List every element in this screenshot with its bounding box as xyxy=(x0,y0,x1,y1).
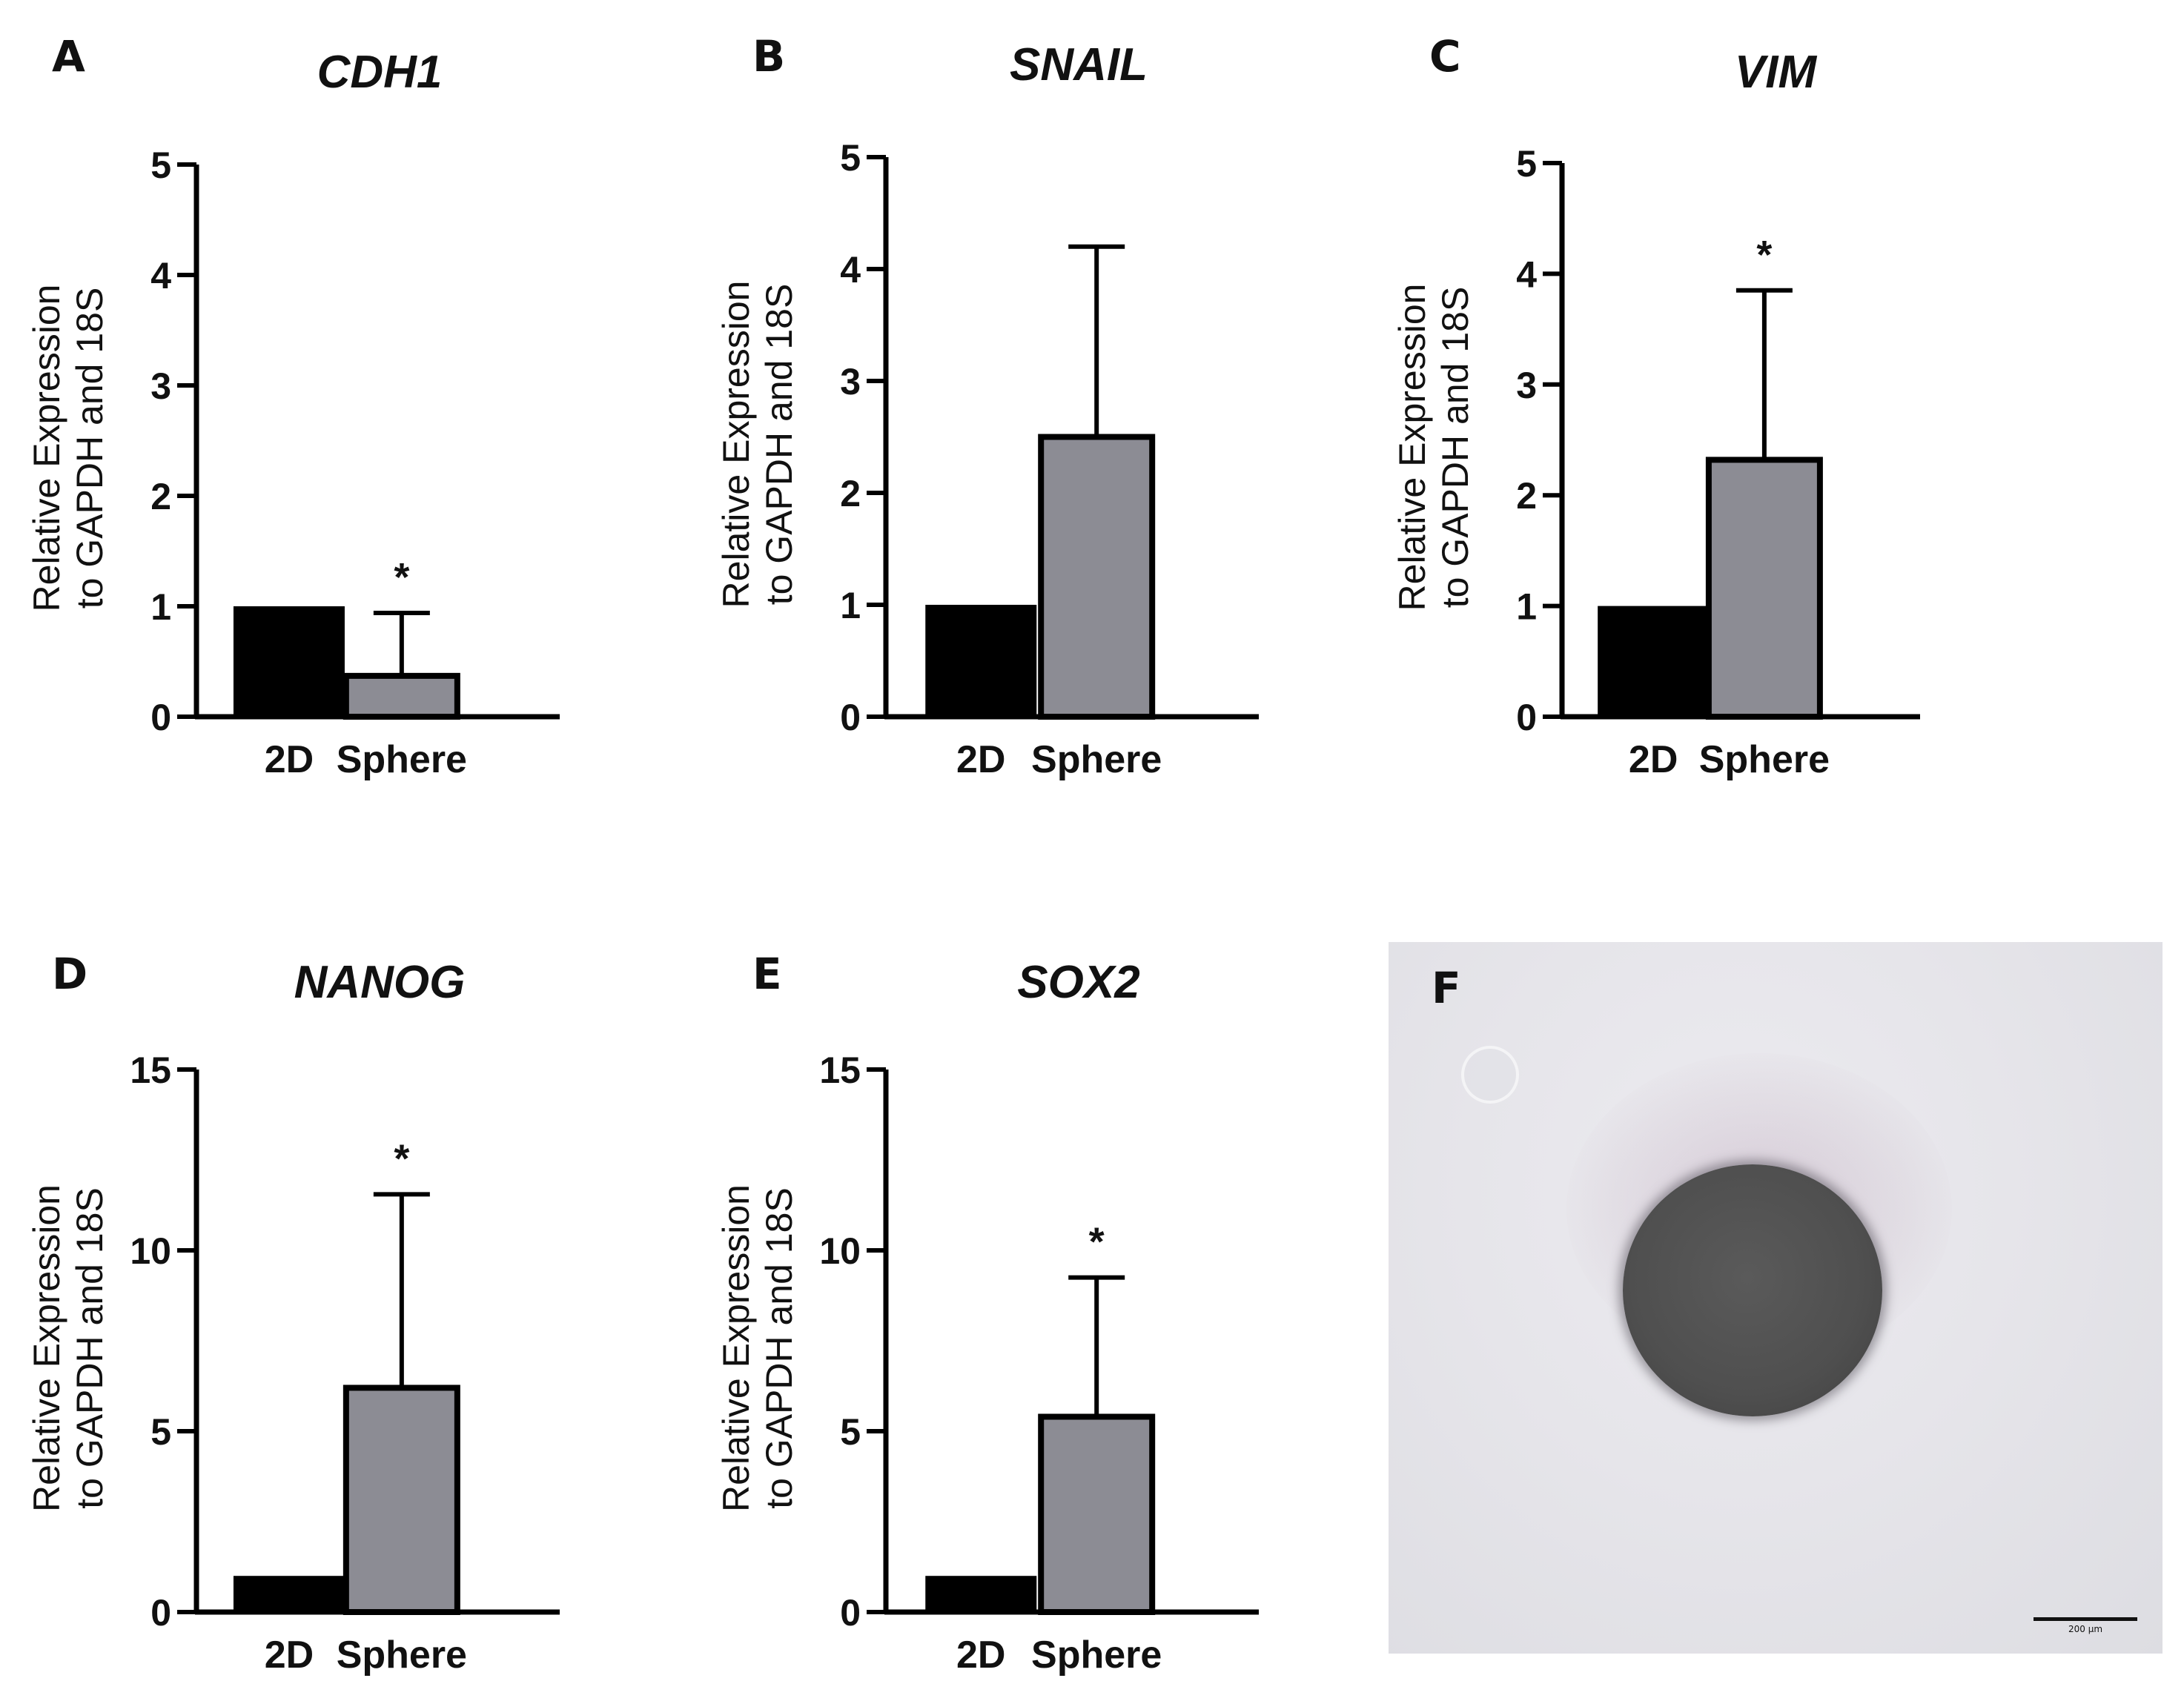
y-tick-label: 4 xyxy=(1516,253,1537,295)
panel-letter-a: A xyxy=(52,31,85,82)
y-axis-label-line: Relative Expression xyxy=(715,281,757,609)
y-tick-label: 5 xyxy=(150,145,171,186)
x-tick-label: Sphere xyxy=(337,738,467,781)
panel-letter-e: E xyxy=(752,949,782,999)
x-tick-label: 2D xyxy=(956,1634,1005,1677)
y-tick-label: 15 xyxy=(819,1050,861,1091)
y-tick-label: 3 xyxy=(150,365,171,407)
sphere-cell-cluster xyxy=(1623,1164,1882,1416)
y-axis-label-line: Relative Expression xyxy=(26,285,67,612)
y-axis-label: Relative Expression to GAPDH and 18S xyxy=(715,281,800,609)
y-tick-label: 0 xyxy=(150,1592,171,1634)
y-tick-label: 5 xyxy=(840,137,861,179)
chart-title-a: CDH1 xyxy=(317,47,443,98)
x-tick-label: Sphere xyxy=(1031,738,1162,781)
y-axis-label: Relative Expression to GAPDH and 18S xyxy=(26,1184,110,1512)
significance-marker: * xyxy=(1756,233,1772,277)
micrograph-bubble xyxy=(1461,1046,1519,1104)
significance-marker: * xyxy=(394,555,409,600)
y-axis-label-line: to GAPDH and 18S xyxy=(69,1187,110,1509)
panel-letter-f: F xyxy=(1432,963,1461,1013)
y-tick-label: 0 xyxy=(840,1592,861,1634)
chart-title-e: SOX2 xyxy=(1017,957,1140,1008)
chart-title-d: NANOG xyxy=(294,957,466,1008)
y-axis-label-line: to GAPDH and 18S xyxy=(69,288,110,609)
x-tick-label: 2D xyxy=(265,1634,314,1677)
chart-title-c: VIM xyxy=(1734,47,1817,98)
x-tick-label: Sphere xyxy=(337,1634,467,1677)
scale-bar-label: 200 µm xyxy=(2068,1624,2103,1634)
y-tick-label: 5 xyxy=(1516,143,1537,185)
bar-sphere xyxy=(343,672,460,720)
significance-marker: * xyxy=(394,1136,409,1181)
y-tick-label: 0 xyxy=(1516,697,1537,738)
y-tick-label: 0 xyxy=(840,697,861,738)
y-tick-label: 3 xyxy=(1516,365,1537,406)
x-tick-label: 2D xyxy=(265,738,314,781)
y-axis-label-line: to GAPDH and 18S xyxy=(758,284,800,606)
y-tick-label: 10 xyxy=(819,1230,861,1272)
y-axis-label: Relative Expression to GAPDH and 18S xyxy=(26,285,110,612)
sphere-micrograph: F 200 µm xyxy=(1389,942,2163,1654)
scale-bar xyxy=(2034,1617,2137,1621)
bar-sphere xyxy=(1038,1413,1156,1615)
y-tick-label: 2 xyxy=(1516,475,1537,517)
significance-marker: * xyxy=(1089,1220,1105,1264)
y-tick-label: 2 xyxy=(150,476,171,517)
bar-2d xyxy=(925,605,1037,717)
x-tick-label: 2D xyxy=(956,738,1005,781)
bar-sphere xyxy=(1038,434,1156,720)
y-tick-label: 5 xyxy=(840,1411,861,1453)
y-tick-label: 10 xyxy=(130,1230,171,1272)
bar-2d xyxy=(925,1576,1037,1612)
panel-letter-c: C xyxy=(1429,31,1461,82)
y-axis-label-line: to GAPDH and 18S xyxy=(758,1187,800,1509)
y-axis-label: Relative Expression to GAPDH and 18S xyxy=(715,1184,800,1512)
bar-2d xyxy=(1598,606,1710,717)
y-tick-label: 15 xyxy=(130,1050,171,1091)
y-tick-label: 1 xyxy=(840,585,861,626)
x-tick-label: Sphere xyxy=(1699,738,1830,781)
y-tick-label: 4 xyxy=(840,249,861,291)
y-axis-label-line: Relative Expression xyxy=(715,1184,757,1512)
y-axis-label-line: Relative Expression xyxy=(1392,284,1433,611)
panel-letter-b: B xyxy=(752,31,786,82)
y-tick-label: 1 xyxy=(150,586,171,628)
y-tick-label: 2 xyxy=(840,473,861,514)
x-tick-label: 2D xyxy=(1629,738,1678,781)
y-tick-label: 1 xyxy=(1516,586,1537,628)
bar-2d xyxy=(233,606,345,717)
y-tick-label: 5 xyxy=(150,1411,171,1453)
panel-letter-d: D xyxy=(52,949,88,999)
y-tick-label: 0 xyxy=(150,697,171,738)
y-axis-label: Relative Expression to GAPDH and 18S xyxy=(1392,284,1476,611)
y-tick-label: 3 xyxy=(840,361,861,402)
chart-title-b: SNAIL xyxy=(1010,39,1148,90)
y-tick-label: 4 xyxy=(150,255,171,296)
y-axis-label-line: to GAPDH and 18S xyxy=(1435,287,1476,609)
bar-2d xyxy=(233,1576,345,1612)
y-axis-label-line: Relative Expression xyxy=(26,1184,67,1512)
x-tick-label: Sphere xyxy=(1031,1634,1162,1677)
